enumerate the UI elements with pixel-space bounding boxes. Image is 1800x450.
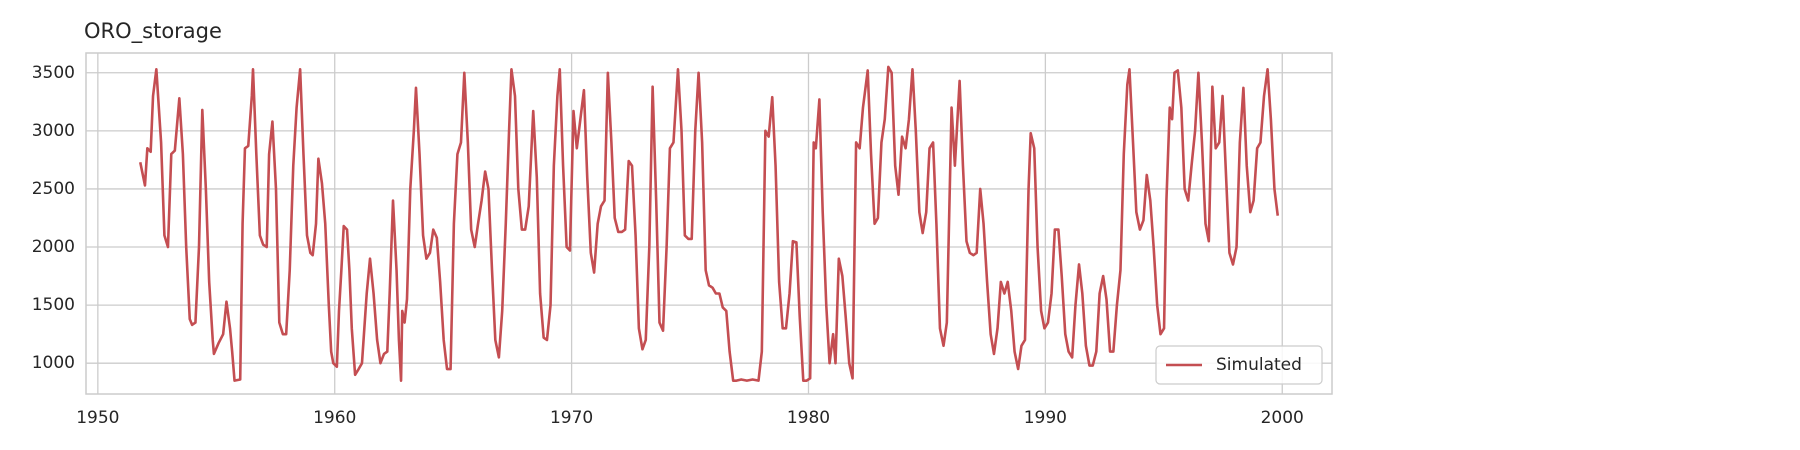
legend: Simulated <box>1155 345 1323 385</box>
x-tick-label: 1950 <box>76 408 119 428</box>
x-tick-label: 1970 <box>550 408 593 428</box>
x-tick-label: 1990 <box>1024 408 1067 428</box>
x-tick-label: 1980 <box>787 408 830 428</box>
plot-frame <box>85 52 1333 395</box>
y-tick-label: 2000 <box>32 237 75 257</box>
x-tick-label: 1960 <box>313 408 356 428</box>
y-tick-label: 1000 <box>32 353 75 373</box>
y-tick-label: 2500 <box>32 179 75 199</box>
x-tick-label: 2000 <box>1261 408 1304 428</box>
y-tick-label: 1500 <box>32 295 75 315</box>
chart-title: ORO_storage <box>84 19 222 44</box>
legend-box <box>1155 345 1323 385</box>
y-tick-label: 3500 <box>32 63 75 83</box>
data-line <box>138 65 1280 382</box>
y-tick-label: 3000 <box>32 121 75 141</box>
legend-label: Simulated <box>1216 355 1302 375</box>
